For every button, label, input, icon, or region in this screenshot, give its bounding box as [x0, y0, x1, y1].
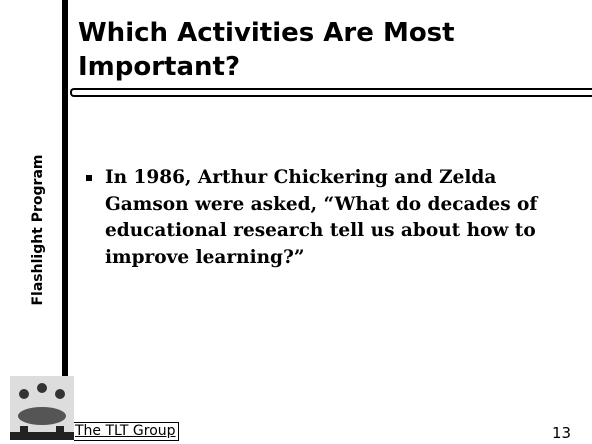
logo-table — [18, 407, 66, 425]
bullet: In 1986, Arthur Chickering and Zelda Gam… — [80, 165, 560, 271]
title-line: Which Activities Are Most — [78, 16, 455, 50]
logo-base — [10, 432, 74, 440]
title-line: Important? — [78, 50, 455, 84]
page-number: 13 — [552, 424, 571, 442]
logo-figure — [55, 389, 65, 399]
logo-figure — [37, 383, 47, 393]
logo — [10, 376, 74, 440]
logo-figure — [19, 389, 29, 399]
bullet-list: In 1986, Arthur Chickering and Zelda Gam… — [80, 165, 560, 271]
sidebar-label: Flashlight Program — [30, 154, 46, 305]
footer-link[interactable]: The TLT Group — [74, 422, 179, 441]
sidebar-bar — [62, 0, 68, 422]
slide-title: Which Activities Are Most Important? — [78, 16, 455, 84]
slide: Flashlight Program Which Activities Are … — [0, 0, 592, 444]
title-rule — [70, 88, 592, 97]
